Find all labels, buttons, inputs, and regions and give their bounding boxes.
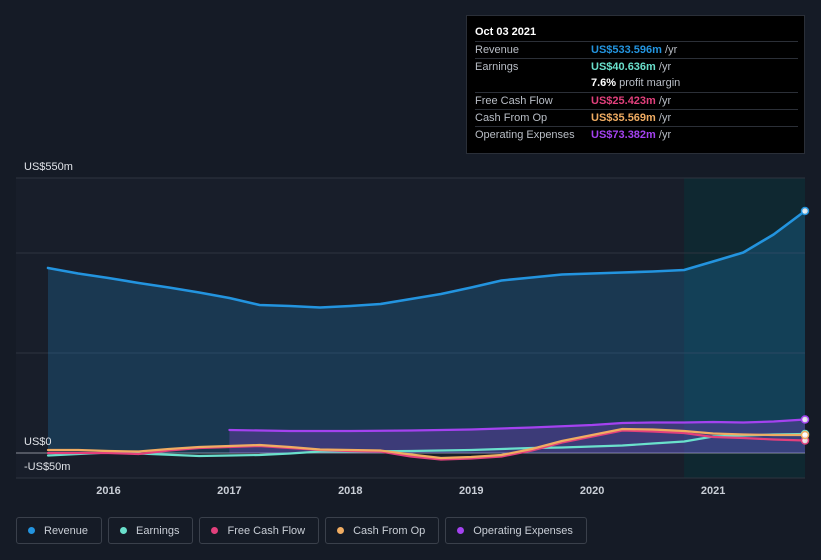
earnings-dot-icon	[120, 527, 128, 534]
earnings-line	[46, 432, 807, 458]
tooltip-value-text: US$35.569m	[591, 112, 656, 124]
profit-margin-value: 7.6%	[591, 77, 617, 89]
highlight-region	[684, 178, 805, 478]
cash-from-op-dot-icon	[337, 527, 345, 534]
tooltip-unit: /yr	[655, 112, 672, 124]
tooltip-profit-margin: 7.6% profit margin	[591, 77, 680, 89]
y-tick-label: US$550m	[24, 161, 73, 173]
tooltip-label: Revenue	[475, 44, 520, 56]
profit-margin-label: profit margin	[616, 77, 681, 89]
tooltip-unit: /yr	[655, 95, 672, 107]
legend-label: Operating Expenses	[473, 524, 573, 537]
x-tick-label: 2019	[459, 485, 483, 497]
legend-label: Cash From Op	[353, 524, 426, 537]
tooltip-row-free-cash-flow: Free Cash Flow US$25.423m /yr	[475, 92, 798, 110]
tooltip-value: US$40.636m /yr	[591, 61, 671, 73]
operating-expenses-end-point	[800, 415, 810, 424]
legend-label: Earnings	[136, 524, 180, 537]
legend-item-free-cash-flow[interactable]: Free Cash Flow	[199, 517, 320, 544]
tooltip-label: Cash From Op	[475, 112, 548, 124]
tooltip-row-earnings: Earnings US$40.636m /yr	[475, 58, 798, 76]
series-end-markers	[800, 206, 810, 445]
legend-item-cash-from-op[interactable]: Cash From Op	[325, 517, 440, 544]
x-tick-label: 2018	[338, 485, 362, 497]
series-lines	[46, 209, 807, 461]
tooltip-label: Operating Expenses	[475, 129, 575, 141]
legend-label: Free Cash Flow	[227, 524, 306, 537]
tooltip-panel: Oct 03 2021 Revenue US$533.596m /yr Earn…	[466, 15, 805, 154]
tooltip-value: US$73.382m /yr	[591, 129, 671, 141]
tooltip-value: US$35.569m /yr	[591, 112, 671, 124]
tooltip-value-text: US$25.423m	[591, 95, 656, 107]
tooltip-unit: /yr	[661, 44, 678, 56]
revenue-dot-icon	[28, 527, 35, 534]
series-fills	[48, 211, 805, 453]
tooltip-value-text: US$40.636m	[591, 61, 656, 73]
x-tick-label: 2017	[217, 485, 241, 497]
x-tick-label: 2020	[580, 485, 604, 497]
tooltip-date: Oct 03 2021	[475, 26, 537, 38]
operating-expenses-line	[228, 418, 807, 433]
tooltip-label: Earnings	[475, 61, 519, 73]
y-tick-label: -US$50m	[24, 461, 70, 473]
tooltip-label: Free Cash Flow	[475, 95, 553, 107]
revenue-end-point	[800, 206, 810, 216]
cash-from-op-line	[46, 427, 807, 460]
tooltip-row-operating-expenses: Operating Expenses US$73.382m /yr	[475, 126, 798, 144]
legend-label: Revenue	[44, 524, 89, 537]
legend: Revenue Earnings Free Cash Flow Cash Fro…	[16, 517, 587, 546]
operating-expenses-area	[229, 419, 805, 453]
tooltip-value-text: US$73.382m	[591, 129, 656, 141]
plot-background	[16, 178, 805, 478]
revenue-line	[46, 209, 807, 309]
legend-item-operating-expenses[interactable]: Operating Expenses	[445, 517, 587, 544]
tooltip-value: US$25.423m /yr	[591, 95, 671, 107]
y-tick-label: US$0	[24, 436, 52, 448]
tooltip-row-revenue: Revenue US$533.596m /yr	[475, 41, 798, 59]
tooltip-row-cash-from-op: Cash From Op US$35.569m /yr	[475, 109, 798, 127]
tooltip-unit: /yr	[655, 61, 672, 73]
free-cash-flow-dot-icon	[211, 527, 219, 534]
legend-item-earnings[interactable]: Earnings	[108, 517, 194, 544]
y-axis-labels: US$550m US$0 -US$50m	[24, 161, 73, 473]
tooltip-unit: /yr	[655, 129, 672, 141]
cash-from-op-end-point	[800, 430, 810, 440]
x-tick-label: 2021	[701, 485, 725, 497]
x-tick-label: 2016	[96, 485, 120, 497]
x-axis-labels: 2016 2017 2018 2019 2020 2021	[96, 485, 725, 497]
operating-expenses-dot-icon	[457, 527, 465, 534]
tooltip-value: US$533.596m /yr	[591, 44, 677, 56]
tooltip-value-text: US$533.596m	[591, 44, 662, 56]
revenue-area	[48, 211, 805, 453]
legend-item-revenue[interactable]: Revenue	[16, 517, 103, 544]
